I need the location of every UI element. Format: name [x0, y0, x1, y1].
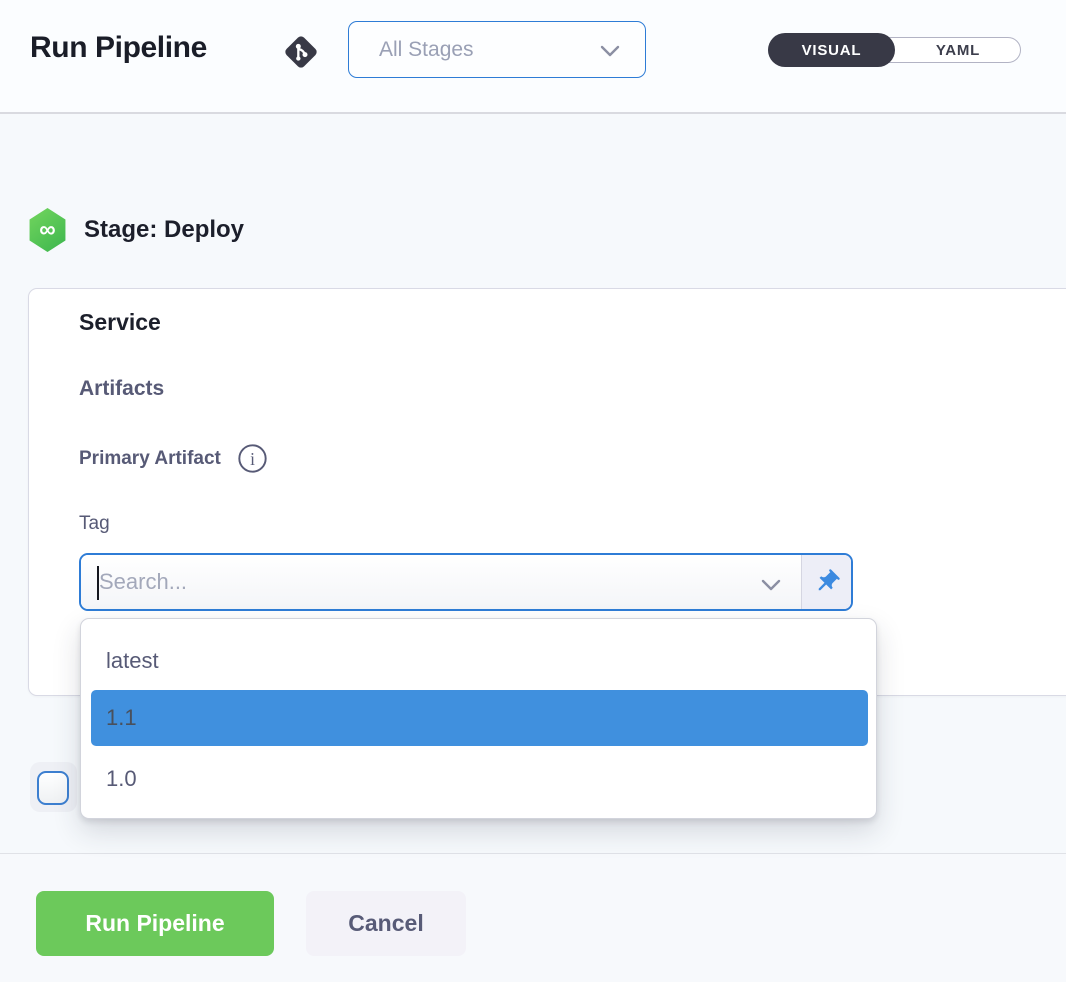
visual-yaml-toggle: VISUAL YAML: [768, 33, 1021, 67]
tag-option-latest[interactable]: latest: [106, 648, 159, 673]
tag-field-label: Tag: [79, 513, 110, 534]
preflight-checkbox-wrapper: [30, 762, 77, 812]
tag-options-menu: latest 1.1 1.0: [80, 618, 877, 819]
cancel-button[interactable]: Cancel: [306, 891, 466, 956]
text-caret: [97, 566, 99, 600]
git-pipeline-icon: [285, 36, 317, 68]
chevron-down-icon: [600, 45, 620, 57]
tag-select-field: [79, 553, 853, 611]
cd-stage-icon: ∞: [29, 208, 66, 252]
pin-icon: [818, 569, 840, 591]
stage-select-value: All Stages: [379, 37, 474, 61]
primary-artifact-label: Primary Artifact: [79, 447, 221, 469]
service-heading: Service: [79, 309, 161, 335]
page-title: Run Pipeline: [30, 31, 207, 64]
preflight-checkbox[interactable]: [37, 771, 69, 805]
tag-search-area: [81, 555, 801, 609]
infinity-glyph: ∞: [39, 215, 56, 242]
stage-label: Stage: Deploy: [84, 216, 245, 243]
run-pipeline-button[interactable]: Run Pipeline: [36, 891, 274, 956]
artifacts-heading: Artifacts: [79, 377, 165, 400]
dialog-header: Run Pipeline All Stages VISUAL YAML: [0, 0, 1066, 114]
pin-button[interactable]: [801, 555, 851, 609]
svg-text:i: i: [250, 449, 255, 469]
stage-select-dropdown[interactable]: All Stages: [348, 21, 646, 78]
info-icon[interactable]: i: [237, 443, 268, 474]
chevron-down-icon[interactable]: [760, 578, 782, 592]
tab-yaml[interactable]: YAML: [935, 41, 981, 59]
primary-artifact-row: Primary Artifact i: [79, 443, 268, 474]
stage-heading: ∞ Stage: Deploy: [28, 208, 244, 252]
tag-option-1-0[interactable]: 1.0: [106, 766, 137, 791]
tag-search-input[interactable]: [99, 555, 719, 609]
tab-visual[interactable]: VISUAL: [768, 33, 895, 67]
dialog-footer: Run Pipeline Cancel: [0, 853, 1066, 982]
tag-option-1-1[interactable]: 1.1: [91, 690, 868, 746]
